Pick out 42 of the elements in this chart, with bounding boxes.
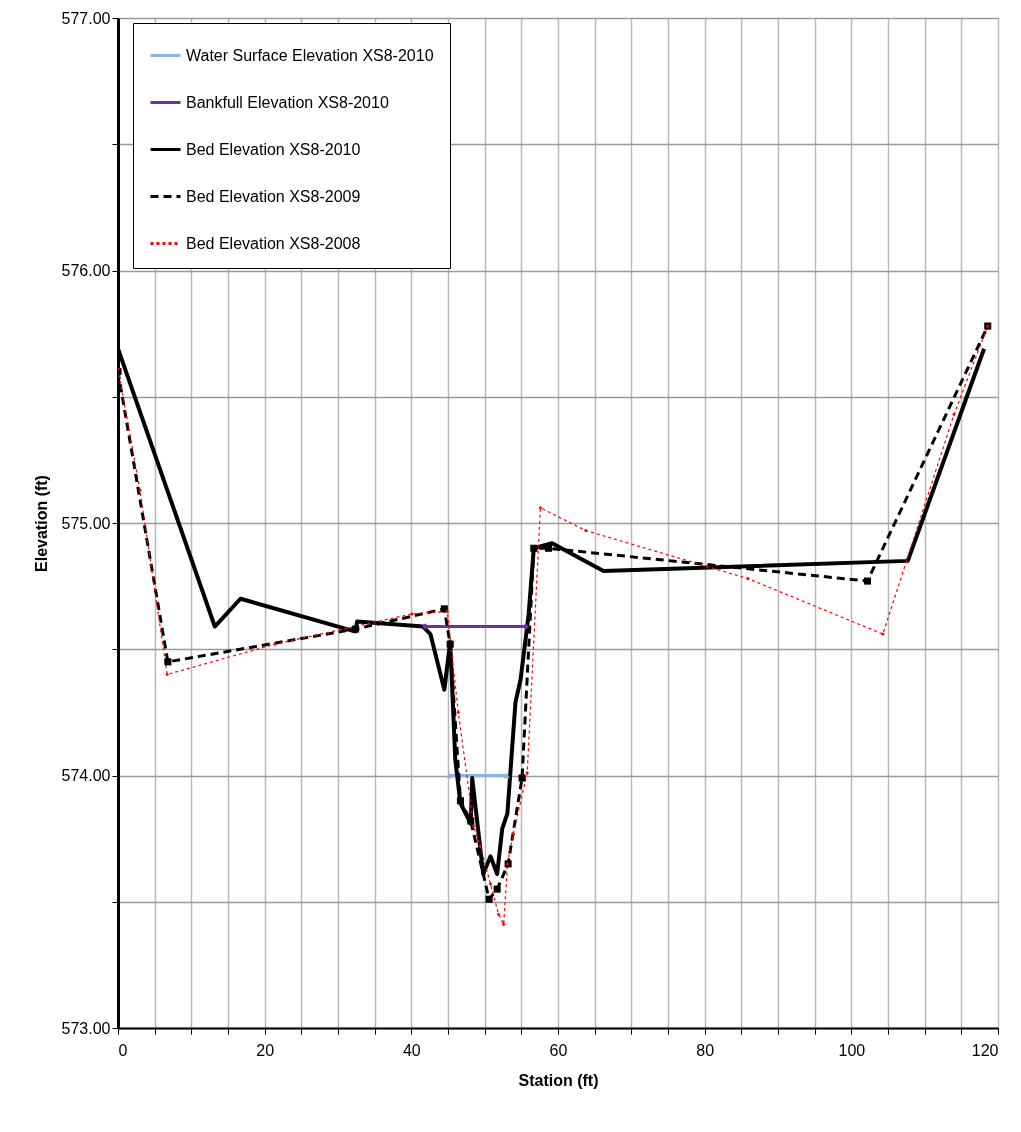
point	[446, 640, 454, 648]
point	[440, 605, 448, 613]
x-axis-title: Station (ft)	[518, 1071, 599, 1089]
y-tick-label: 575.00	[61, 514, 111, 532]
point	[530, 544, 538, 552]
legend-label: Bed Elevation XS8-2009	[186, 187, 361, 205]
point	[544, 544, 552, 552]
point	[746, 576, 750, 581]
y-tick-label: 577.00	[61, 9, 111, 27]
point	[488, 882, 493, 886]
y-tick-label: 576.00	[61, 262, 111, 279]
point	[352, 625, 360, 633]
point	[518, 774, 526, 782]
y-tick-label: 574.00	[61, 767, 111, 784]
point	[525, 771, 530, 775]
legend-label: Bed Elevation XS8-2008	[186, 234, 361, 252]
point	[467, 817, 475, 825]
point	[138, 488, 142, 493]
point	[485, 895, 493, 903]
point	[493, 885, 501, 893]
x-tick-label: 100	[838, 1041, 866, 1059]
point	[952, 412, 956, 417]
point	[863, 577, 871, 585]
legend-label: Water Surface Elevation XS8-2010	[186, 46, 434, 64]
x-tick-label: 40	[402, 1041, 421, 1059]
x-tick-label: 120	[971, 1041, 999, 1059]
point	[501, 922, 506, 927]
y-tick-label: 573.00	[61, 1019, 111, 1037]
x-tick-label: 0	[118, 1041, 128, 1059]
y-axis-title: Elevation (ft)	[32, 475, 50, 572]
legend-label: Bed Elevation XS8-2010	[186, 140, 361, 158]
point	[456, 797, 464, 805]
point	[471, 824, 476, 828]
x-tick-label: 80	[696, 1041, 715, 1059]
point	[538, 505, 543, 510]
point	[511, 831, 516, 836]
point	[165, 672, 169, 677]
point	[584, 528, 588, 533]
legend-label: Bankfull Elevation XS8-2010	[186, 93, 389, 111]
x-tick-label: 20	[256, 1041, 275, 1059]
x-tick-label: 60	[549, 1041, 568, 1059]
point	[164, 658, 172, 666]
